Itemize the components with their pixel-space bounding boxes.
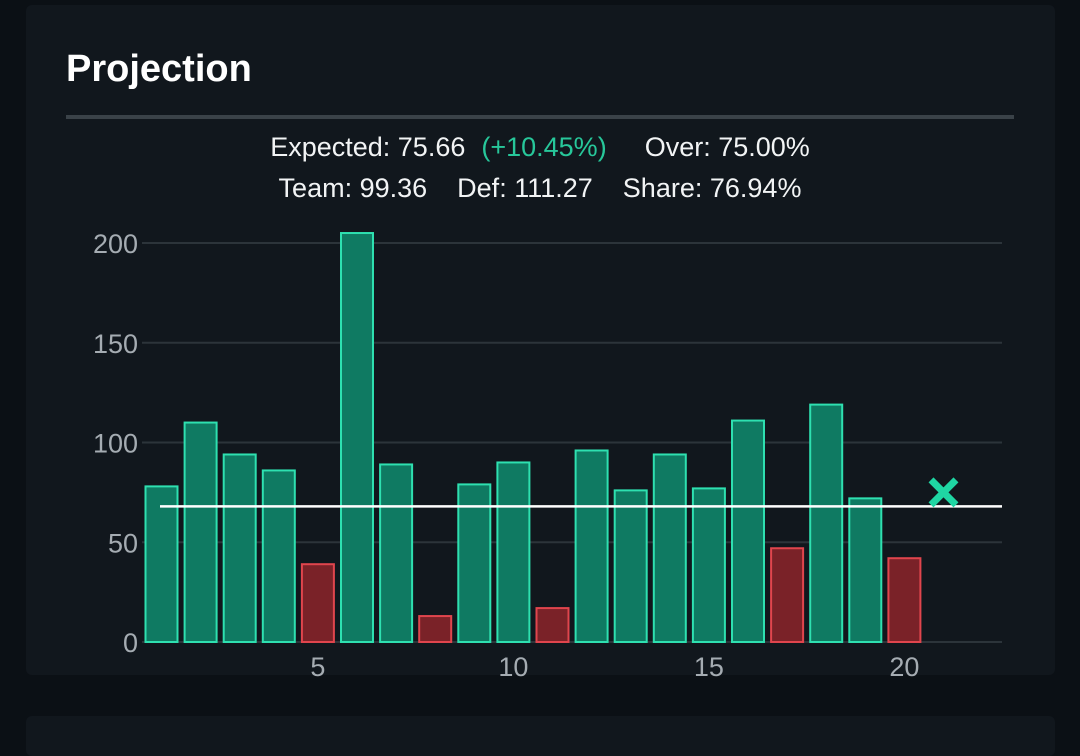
team-label: Team: — [278, 173, 353, 203]
bar-8 — [418, 615, 453, 644]
y-tick-label-200: 200 — [93, 229, 138, 259]
bar-12 — [574, 449, 609, 644]
projection-marker — [928, 477, 959, 508]
def-value: 111.27 — [514, 173, 593, 203]
x-tick-label-5: 5 — [310, 652, 325, 682]
card-title: Projection — [66, 48, 252, 90]
expected-value: 75.66 — [397, 132, 466, 162]
bar-17 — [770, 547, 805, 643]
y-tick-label-150: 150 — [93, 329, 138, 359]
share-value: 76.94% — [709, 173, 802, 203]
expected-label: Expected: — [270, 132, 391, 162]
y-tick-label-100: 100 — [93, 429, 138, 459]
bar-13 — [613, 489, 648, 643]
bar-chart: 0 50 100 150 200 5 10 15 20 — [93, 229, 1002, 682]
bar-11 — [535, 607, 570, 644]
bar-7 — [379, 463, 414, 643]
def-label: Def: — [457, 173, 507, 203]
y-tick-label-50: 50 — [108, 528, 138, 558]
x-tick-label-20: 20 — [889, 652, 919, 682]
over-label: Over: — [644, 132, 711, 162]
bar-19 — [848, 497, 883, 643]
bar-16 — [731, 419, 765, 643]
bar-2 — [183, 421, 218, 643]
bar-14 — [652, 453, 687, 643]
bar-20 — [887, 557, 922, 644]
x-tick-label-15: 15 — [694, 652, 724, 682]
stats-row-1: Expected: 75.66 (+10.45%) Over: 75.00% — [0, 132, 1080, 163]
title-divider — [66, 115, 1014, 119]
over-value: 75.00% — [718, 132, 810, 162]
bar-9 — [457, 483, 492, 643]
bar-4 — [261, 469, 296, 643]
bar-6 — [340, 232, 374, 643]
y-tick-label-0: 0 — [123, 628, 138, 658]
bar-18 — [809, 403, 844, 643]
team-value: 99.36 — [359, 173, 428, 203]
bar-15 — [691, 487, 726, 644]
x-tick-label-10: 10 — [498, 652, 528, 682]
expected-change: (+10.45%) — [481, 132, 607, 162]
bar-1 — [144, 485, 179, 644]
bar-5 — [300, 563, 335, 644]
share-label: Share: — [622, 173, 703, 203]
bar-3 — [222, 453, 257, 643]
bar-10 — [496, 461, 531, 644]
stats-row-2: Team: 99.36 Def: 111.27 Share: 76.94% — [0, 173, 1080, 204]
